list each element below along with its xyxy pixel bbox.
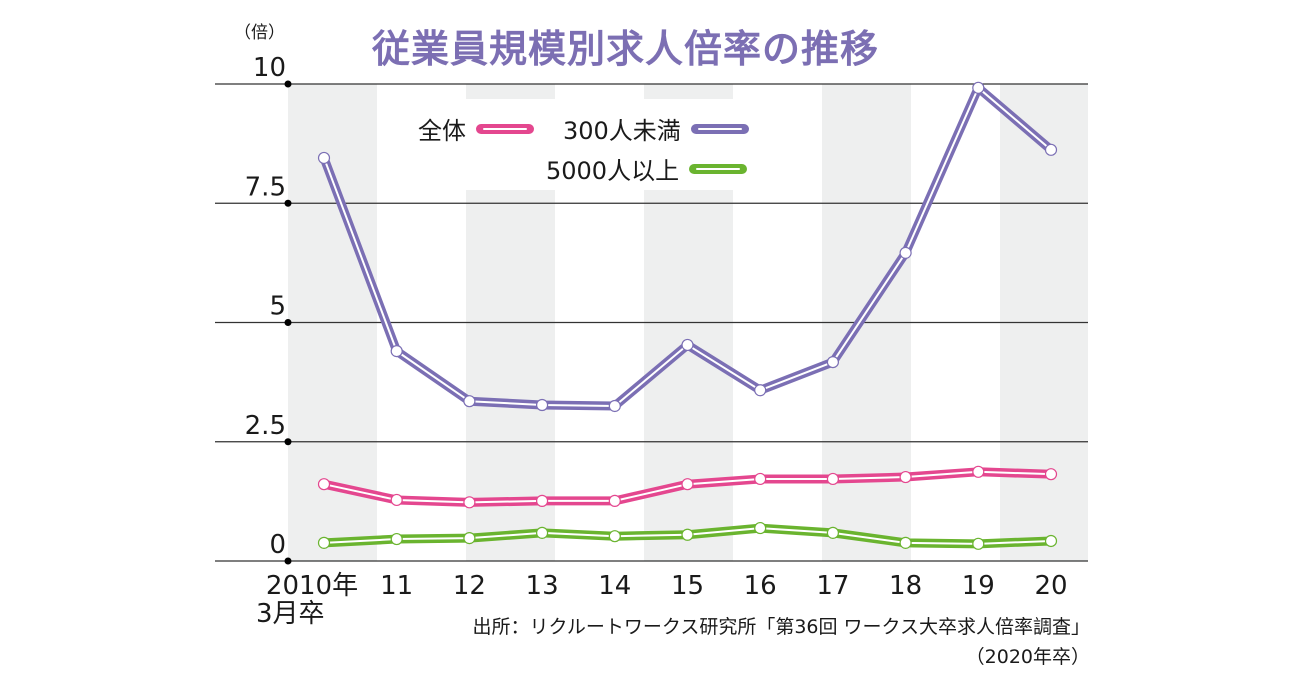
data-point bbox=[681, 338, 694, 352]
legend-item-all: 全体 bbox=[418, 111, 534, 146]
gridlines bbox=[215, 83, 1088, 562]
data-point bbox=[535, 526, 549, 539]
legend-swatch-pink bbox=[476, 123, 534, 134]
data-point bbox=[754, 384, 767, 397]
y-tick-label: 0 bbox=[269, 530, 286, 560]
y-tick-dot bbox=[284, 319, 292, 326]
data-point bbox=[390, 493, 403, 507]
y-tick-dot bbox=[284, 199, 292, 207]
data-point bbox=[826, 472, 840, 486]
data-point bbox=[535, 494, 549, 507]
x-tick-label: 13 bbox=[526, 571, 559, 601]
chart-title: 従業員規模別求人倍率の推移 bbox=[372, 27, 880, 71]
data-point bbox=[754, 472, 767, 486]
data-point bbox=[972, 465, 985, 478]
data-point bbox=[826, 355, 840, 369]
legend-swatch-purple bbox=[690, 123, 749, 134]
data-point bbox=[390, 532, 403, 546]
series-1 bbox=[317, 81, 1058, 413]
legend: 全体 300人未満 5000人以上 bbox=[400, 99, 790, 190]
data-point bbox=[972, 81, 985, 94]
series-0 bbox=[317, 465, 1058, 509]
y-tick-dot bbox=[284, 557, 292, 565]
x-axis-ticks: 2010年 11 12 13 14 15 16 17 18 19 20 bbox=[266, 571, 1068, 601]
x-tick-label: 2010年 bbox=[266, 571, 358, 601]
data-point bbox=[1044, 468, 1058, 481]
y-axis-unit-label: （倍） bbox=[234, 23, 285, 43]
data-point bbox=[535, 398, 549, 412]
data-point bbox=[317, 536, 331, 549]
series-2 bbox=[317, 521, 1058, 550]
x-tick-label: 11 bbox=[380, 571, 413, 601]
data-point bbox=[899, 536, 912, 549]
source-note-year: （2020年卒） bbox=[965, 646, 1090, 668]
data-point bbox=[681, 478, 694, 491]
y-tick-label: 5 bbox=[269, 292, 286, 322]
y-tick-dot bbox=[284, 438, 292, 446]
x-tick-label: 19 bbox=[962, 571, 995, 601]
data-point bbox=[681, 528, 694, 541]
data-point bbox=[826, 526, 840, 539]
x-tick-label: 14 bbox=[598, 571, 631, 601]
data-point bbox=[608, 399, 621, 413]
data-point bbox=[608, 530, 621, 543]
legend-swatch-green bbox=[689, 163, 748, 174]
data-point bbox=[390, 345, 403, 358]
legend-item-under-300: 300人未満 bbox=[563, 111, 749, 146]
x-tick-label: 17 bbox=[816, 571, 849, 601]
data-point bbox=[463, 532, 476, 545]
x-tick-label: 12 bbox=[453, 571, 486, 601]
data-point bbox=[608, 494, 621, 507]
data-point bbox=[317, 151, 331, 165]
legend-label: 全体 bbox=[418, 117, 466, 145]
data-point bbox=[463, 395, 476, 408]
data-point bbox=[754, 521, 767, 535]
source-note: 出所：リクルートワークス研究所「第36回 ワークス大卒求人倍率調査」 bbox=[472, 616, 1090, 638]
y-tick-label: 10 bbox=[253, 53, 286, 83]
x-tick-label: 20 bbox=[1034, 571, 1067, 601]
x-axis-first-sublabel: 3月卒 bbox=[256, 599, 325, 629]
data-point bbox=[899, 470, 912, 484]
x-tick-label: 15 bbox=[671, 571, 704, 601]
data-point bbox=[463, 496, 476, 509]
data-point bbox=[972, 537, 985, 550]
x-tick-label: 16 bbox=[744, 571, 777, 601]
data-point bbox=[899, 246, 912, 259]
data-point bbox=[1044, 143, 1058, 156]
y-tick-dot bbox=[284, 80, 292, 88]
legend-label: 300人未満 bbox=[563, 117, 681, 145]
legend-label: 5000人以上 bbox=[546, 157, 680, 185]
legend-item-over-5000: 5000人以上 bbox=[546, 151, 748, 186]
y-axis-ticks: 0 2.5 5 7.5 10 bbox=[245, 53, 292, 565]
y-tick-label: 2.5 bbox=[245, 411, 286, 441]
x-tick-label: 18 bbox=[889, 571, 922, 601]
series-lines bbox=[317, 81, 1058, 550]
data-point bbox=[317, 478, 331, 491]
y-tick-label: 7.5 bbox=[245, 172, 286, 202]
data-point bbox=[1044, 534, 1058, 548]
